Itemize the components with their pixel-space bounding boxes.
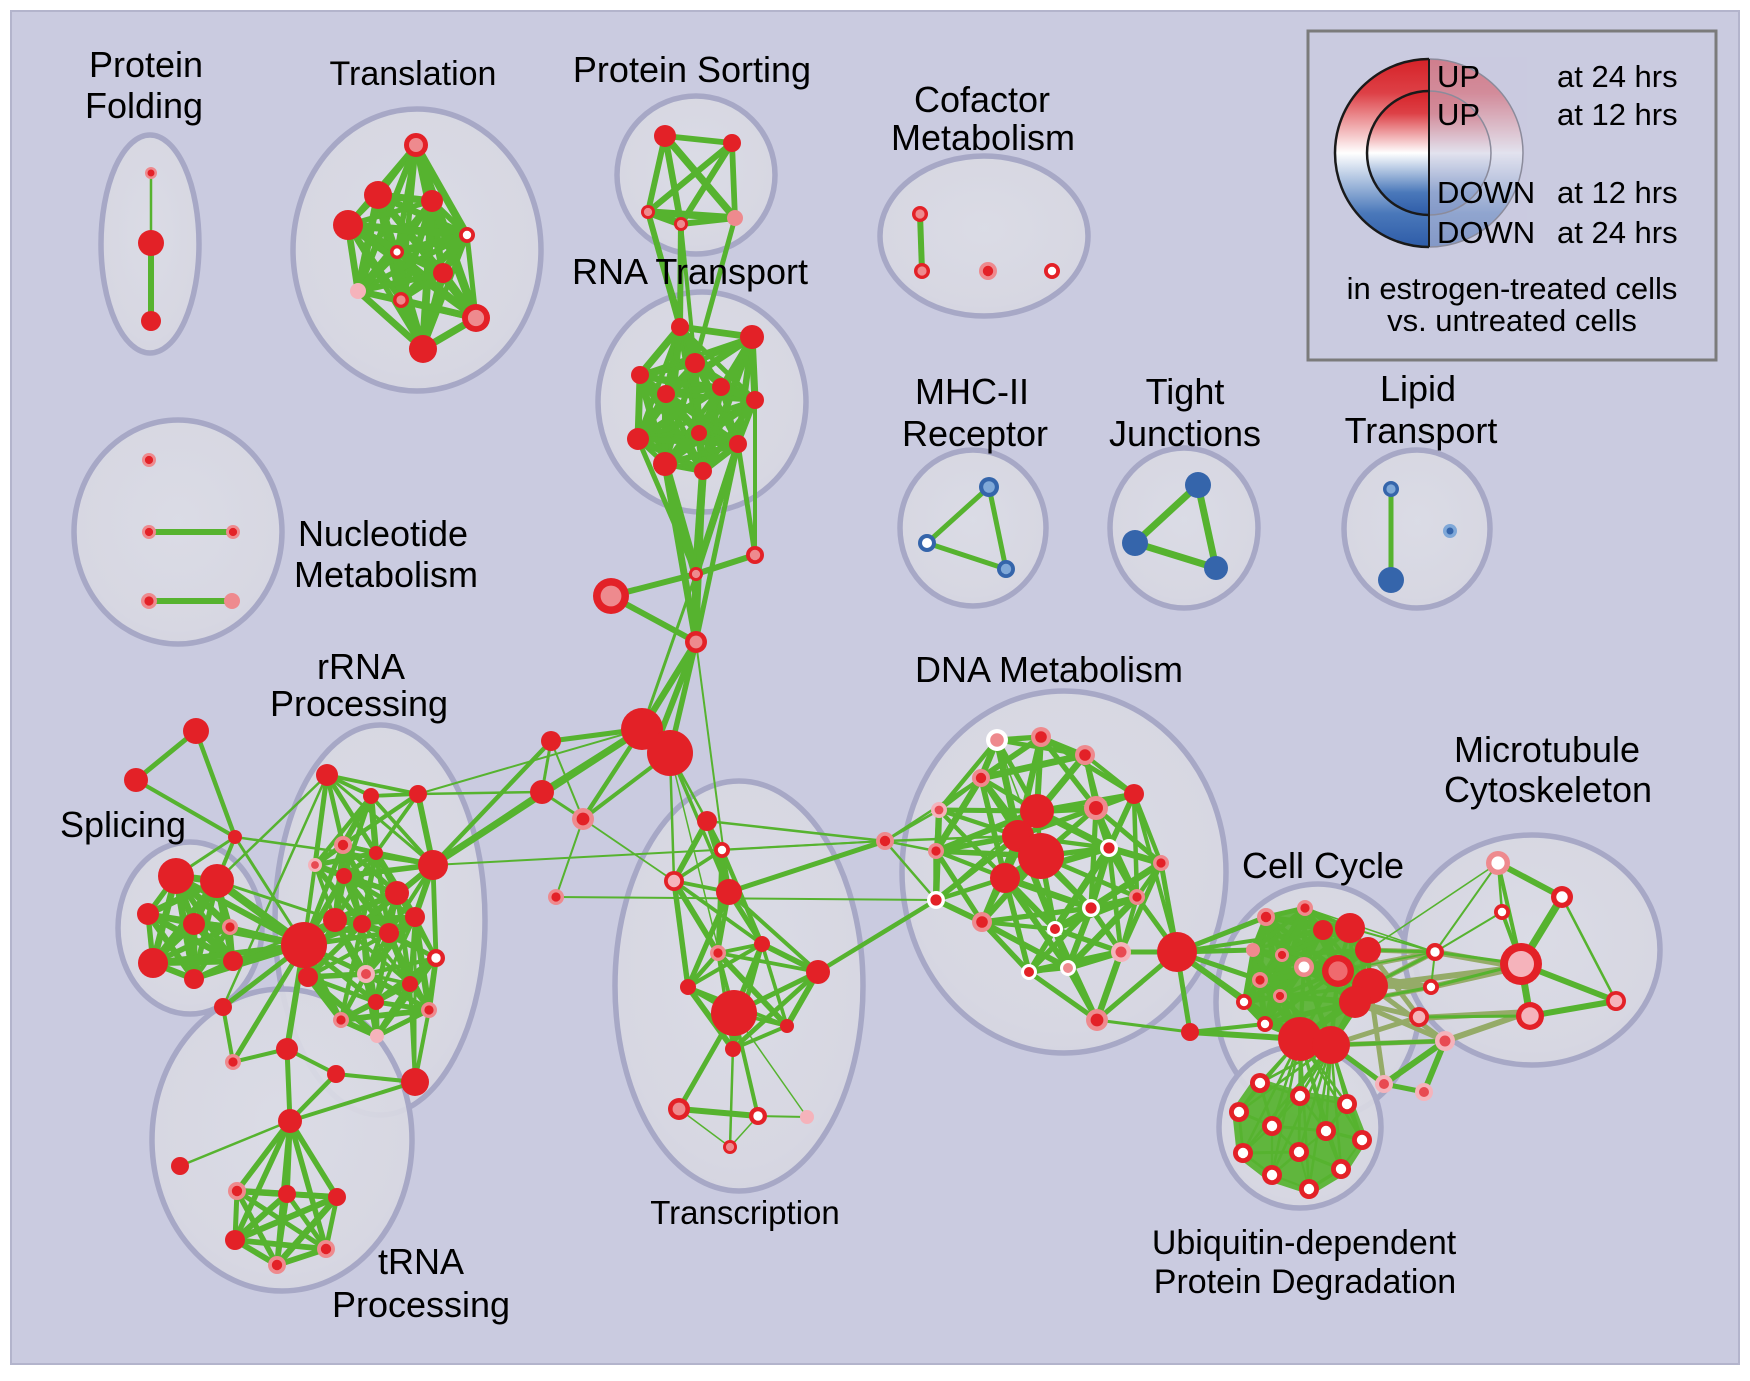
svg-text:at 24 hrs: at 24 hrs <box>1557 59 1678 94</box>
svg-text:Cofactor: Cofactor <box>914 79 1050 120</box>
svg-text:Transport: Transport <box>1345 410 1498 451</box>
svg-text:Folding: Folding <box>85 85 203 126</box>
svg-text:Receptor: Receptor <box>902 413 1048 454</box>
svg-text:Tight: Tight <box>1146 371 1225 412</box>
svg-text:vs. untreated cells: vs. untreated cells <box>1387 303 1637 338</box>
svg-text:Translation: Translation <box>330 55 497 93</box>
svg-text:at 24 hrs: at 24 hrs <box>1557 215 1678 250</box>
svg-text:Processing: Processing <box>270 683 448 724</box>
svg-text:in estrogen-treated cells: in estrogen-treated cells <box>1347 271 1678 306</box>
svg-text:rRNA: rRNA <box>317 646 405 687</box>
svg-text:Protein Sorting: Protein Sorting <box>573 49 811 90</box>
svg-text:UP: UP <box>1437 97 1480 132</box>
svg-text:Processing: Processing <box>332 1284 510 1325</box>
svg-text:Lipid: Lipid <box>1380 368 1456 409</box>
svg-text:Protein Degradation: Protein Degradation <box>1154 1263 1456 1301</box>
svg-text:Ubiquitin-dependent: Ubiquitin-dependent <box>1152 1224 1457 1262</box>
svg-text:Metabolism: Metabolism <box>294 554 478 595</box>
svg-text:Junctions: Junctions <box>1109 413 1261 454</box>
svg-text:DOWN: DOWN <box>1437 215 1535 250</box>
svg-text:Cytoskeleton: Cytoskeleton <box>1444 769 1652 810</box>
svg-text:Cell Cycle: Cell Cycle <box>1242 845 1404 886</box>
svg-text:DNA Metabolism: DNA Metabolism <box>915 649 1183 690</box>
svg-text:Splicing: Splicing <box>60 804 186 845</box>
svg-text:tRNA: tRNA <box>378 1241 464 1282</box>
svg-text:at 12 hrs: at 12 hrs <box>1557 175 1678 210</box>
svg-text:RNA Transport: RNA Transport <box>572 251 808 292</box>
svg-text:Microtubule: Microtubule <box>1454 729 1640 770</box>
svg-text:Nucleotide: Nucleotide <box>298 513 468 554</box>
svg-text:UP: UP <box>1437 59 1480 94</box>
svg-text:Protein: Protein <box>89 44 203 85</box>
svg-text:DOWN: DOWN <box>1437 175 1535 210</box>
svg-text:at 12 hrs: at 12 hrs <box>1557 97 1678 132</box>
svg-text:Transcription: Transcription <box>650 1194 840 1231</box>
svg-text:Metabolism: Metabolism <box>891 117 1075 158</box>
svg-text:MHC-II: MHC-II <box>915 371 1029 412</box>
